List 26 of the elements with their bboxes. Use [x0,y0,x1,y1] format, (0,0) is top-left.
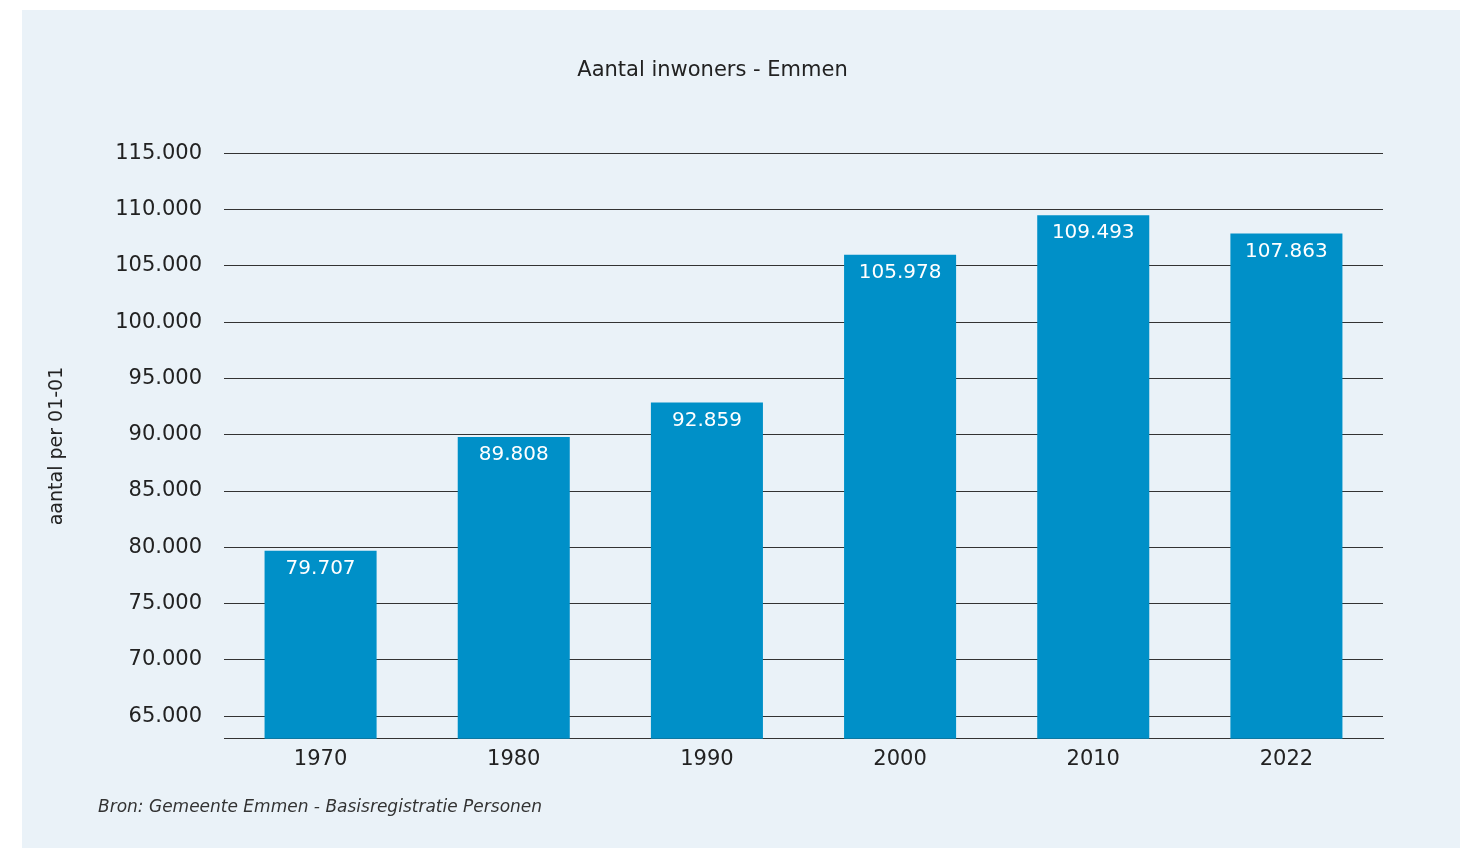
data-label: 92.859 [671,406,742,431]
data-label: 105.978 [858,259,942,283]
x-tick-label: 2000 [873,745,927,770]
y-tick-label: 90.000 [128,421,202,446]
y-tick-label: 100.000 [115,308,202,333]
y-tick-label: 65.000 [128,702,202,727]
data-label: 107.863 [1245,237,1328,262]
x-tick-label: 2010 [1066,745,1120,770]
y-tick-label: 80.000 [128,533,202,558]
y-axis-title: aantal per 01-01 [44,366,67,526]
x-tick-label: 2022 [1259,745,1314,770]
text: Bron: Gemeente Emmen - Basisregistratie Personen [98,796,543,816]
y-tick-label: 110.000 [115,195,202,220]
y-tick-label: 115.000 [115,139,202,164]
y-tick-label: 70.000 [128,646,202,671]
data-label: 89.808 [478,441,549,466]
data-label: 109.493 [1051,219,1135,244]
x-tick-label: 1970 [293,745,348,770]
y-tick-label: 75.000 [128,590,202,615]
data-label: 79.707 [285,554,356,579]
x-tick-label: 1990 [680,745,734,770]
y-tick-label: 105.000 [115,252,202,277]
x-tick-label: 1980 [487,745,541,770]
chart-title: Aantal inwoners - Emmen [577,57,848,82]
y-tick-label: 95.000 [128,364,202,389]
y-tick-label: 85.000 [128,477,202,502]
